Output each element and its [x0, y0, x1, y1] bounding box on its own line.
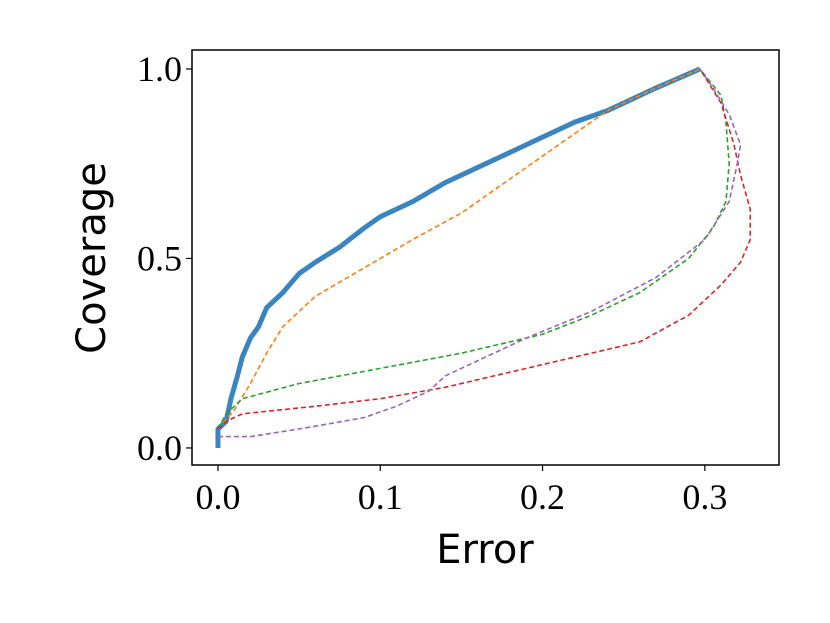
line-series	[217, 68, 730, 430]
x-tick-label: 0.1	[358, 477, 403, 517]
line-series	[217, 68, 701, 430]
y-tick-label: 1.0	[137, 49, 182, 89]
y-tick-label: 0.0	[137, 428, 182, 468]
x-tick-label: 0.3	[682, 477, 727, 517]
y-axis-label: Coverage	[69, 162, 115, 354]
line-series	[217, 68, 752, 430]
y-tick-label: 0.5	[137, 238, 182, 278]
line-series	[215, 66, 701, 448]
x-axis-label: Error	[436, 527, 534, 573]
x-tick-label: 0.0	[195, 477, 240, 517]
x-tick-label: 0.2	[520, 477, 565, 517]
plot-frame	[191, 49, 780, 466]
line-series	[217, 68, 742, 438]
